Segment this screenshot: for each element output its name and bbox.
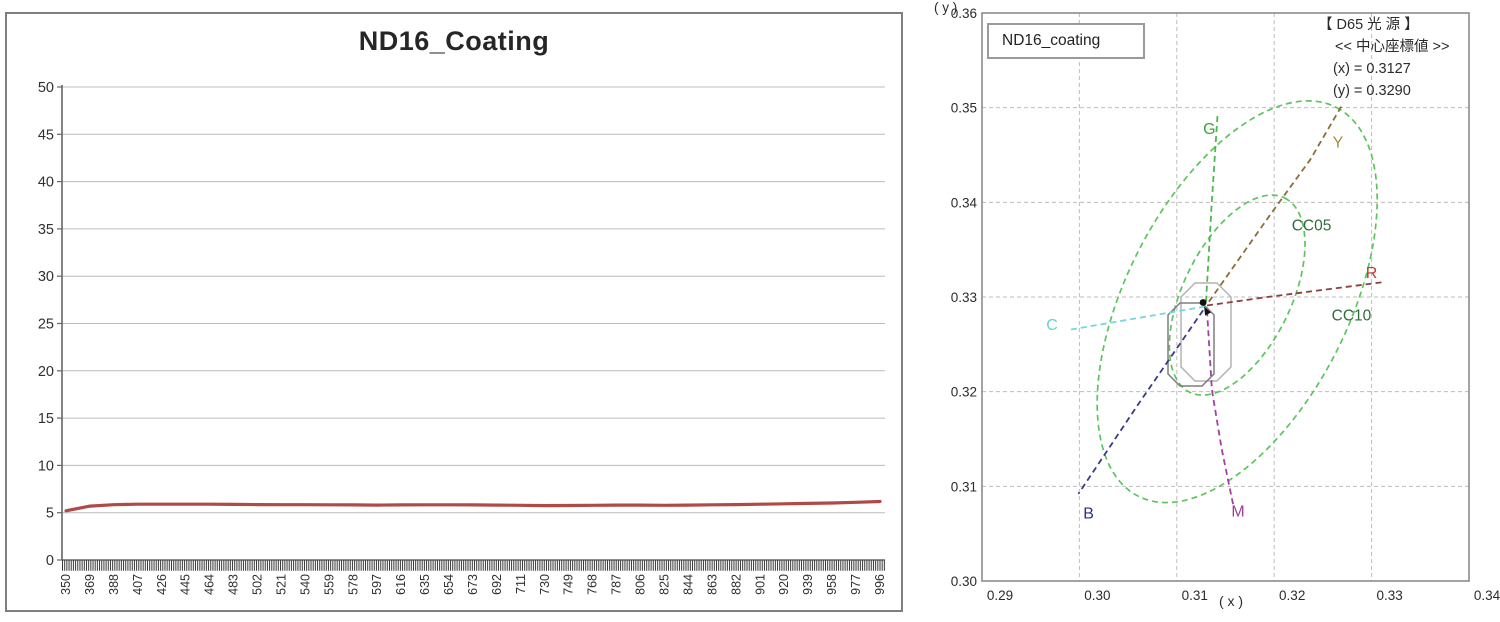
y-tick-label: 0.31 (951, 479, 977, 494)
x-tick-label: 806 (634, 574, 648, 595)
color-shift-line-y (1208, 102, 1345, 303)
x-tick-label: 692 (490, 574, 504, 595)
y-tick-label: 0.32 (951, 385, 977, 400)
color-shift-line-c (1067, 305, 1206, 331)
y-axis-label: ( y ) (934, 0, 958, 15)
x-tick-label: 407 (131, 574, 145, 595)
y-tick-label: 0.33 (951, 290, 977, 305)
x-tick-label: 0.33 (1376, 588, 1402, 603)
chart-legend-box: ND16_coating (987, 23, 1145, 59)
x-tick-label: 0.31 (1182, 588, 1208, 603)
left-chart-panel (5, 12, 903, 612)
x-tick-label: 0.29 (987, 588, 1013, 603)
x-tick-label: 597 (370, 574, 384, 595)
y-tick-label: 10 (38, 458, 54, 474)
y-tick-label: 40 (38, 175, 54, 191)
y-tick-label: 5 (46, 506, 54, 522)
x-tick-label: 369 (83, 574, 97, 595)
y-tick-label: 30 (38, 269, 54, 285)
x-tick-label: 0.34 (1474, 588, 1500, 603)
x-tick-label: 673 (466, 574, 480, 595)
x-tick-label: 654 (442, 574, 456, 595)
x-tick-label: 635 (418, 574, 432, 595)
x-tick-label: 616 (394, 574, 408, 595)
x-tick-label: 350 (59, 574, 73, 595)
transmittance-line (64, 499, 882, 513)
line-label-b: B (1083, 506, 1094, 523)
x-tick-label: 901 (753, 574, 767, 595)
x-tick-label: 939 (801, 574, 815, 595)
x-tick-label: 977 (849, 574, 863, 595)
color-shift-line-g (1205, 112, 1219, 302)
x-tick-label: 0.32 (1279, 588, 1305, 603)
color-shift-line-m (1206, 310, 1235, 506)
center-point-marker (1199, 299, 1207, 306)
x-tick-label: 0.30 (1084, 588, 1110, 603)
annotation-center-y: (y) = 0.3290 (1333, 83, 1411, 99)
x-tick-label: 825 (658, 574, 672, 595)
x-tick-label: 996 (873, 574, 887, 595)
x-tick-label: 464 (203, 574, 217, 595)
y-tick-label: 0.35 (951, 101, 977, 116)
y-tick-label: 0.36 (951, 6, 977, 21)
x-tick-label: 426 (155, 574, 169, 595)
line-label-r: R (1366, 265, 1378, 282)
x-tick-label: 559 (322, 574, 336, 595)
spec-tolerance-box (1180, 282, 1232, 382)
annotation-block: 【 D65 光 源 】 << 中心座標値 >> (x) = 0.3127 (y)… (1318, 14, 1449, 102)
x-tick-label: 863 (705, 574, 719, 595)
y-tick-label: 25 (38, 317, 54, 333)
line-label-y: Y (1333, 134, 1344, 151)
y-tick-label: 20 (38, 364, 54, 380)
color-shift-line-r (1206, 281, 1386, 307)
y-tick-label: 0.34 (951, 195, 978, 210)
y-tick-label: 50 (38, 80, 54, 96)
line-label-g: G (1203, 121, 1215, 138)
y-tick-label: 0 (46, 553, 54, 569)
chromaticity-chart-svg: 0.29 0.30 0.31 0.32 0.33 0.34 0.30 0.31 0.32 0.33… (951, 6, 1500, 603)
x-tick-label: 787 (610, 574, 624, 595)
line-label-c: C (1046, 317, 1058, 334)
left-chart-title: ND16_Coating (358, 26, 550, 56)
line-label-m: M (1231, 504, 1244, 521)
spec-tolerance-box (1167, 302, 1215, 387)
x-tick-label: 844 (681, 574, 695, 595)
y-tick-label: 45 (38, 127, 54, 143)
x-axis-label: ( x ) (1218, 593, 1244, 609)
x-tick-label: 502 (251, 574, 265, 595)
x-tick-label: 521 (275, 574, 289, 595)
x-tick-label: 768 (586, 574, 600, 595)
x-tick-label: 730 (538, 574, 552, 595)
y-tick-label: 15 (38, 411, 54, 427)
x-tick-label: 958 (825, 574, 839, 595)
x-tick-label: 882 (729, 574, 743, 595)
annotation-illuminant: 【 D65 光 源 】 (1318, 17, 1419, 33)
x-tick-label: 445 (179, 574, 193, 595)
y-tick-label: 35 (38, 222, 54, 238)
x-tick-label: 540 (298, 574, 312, 595)
annotation-center-title: << 中心座標値 >> (1335, 39, 1450, 55)
x-tick-label: 711 (514, 574, 528, 594)
center-pointer-icon (1204, 306, 1212, 316)
x-tick-label: 920 (777, 574, 791, 595)
tolerance-ellipse-cc05 (1168, 194, 1306, 396)
plot-border (981, 12, 1470, 582)
y-tick-label: 0.30 (951, 574, 977, 589)
x-tick-label: 388 (107, 574, 121, 595)
spectral-chart-svg: 0 5 10 15 20 25 30 35 40 45 50 350 369 388 407 426 445 46… (38, 80, 887, 595)
tolerance-ellipse-cc10 (1096, 100, 1379, 504)
x-tick-label: 578 (346, 574, 360, 595)
annotation-center-x: (x) = 0.3127 (1333, 61, 1411, 77)
x-tick-label: 749 (562, 574, 576, 595)
ellipse-label-cc05: CC05 (1292, 218, 1332, 235)
ellipse-label-cc10: CC10 (1332, 308, 1372, 325)
color-shift-line-b (1077, 309, 1204, 495)
x-tick-label: 483 (227, 574, 241, 595)
